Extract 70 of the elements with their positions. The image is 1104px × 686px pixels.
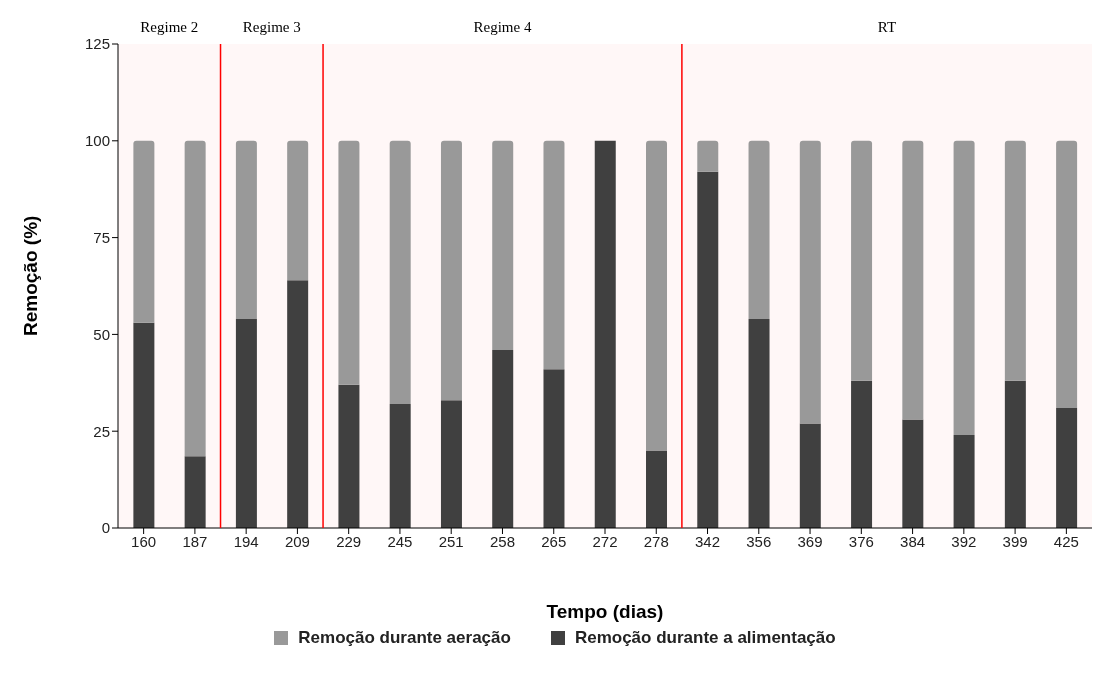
y-tick-label: 0: [101, 519, 110, 537]
bar: [748, 318, 770, 528]
y-tick-label: 100: [84, 132, 110, 150]
x-tick-label: 356: [746, 532, 772, 550]
bar: [1004, 140, 1026, 381]
x-tick-label: 384: [900, 532, 926, 550]
bar: [235, 318, 257, 528]
bar: [646, 140, 668, 451]
band-label: Regime 3: [242, 19, 301, 35]
bar: [235, 140, 257, 319]
band-label: RT: [877, 19, 897, 35]
bar: [697, 171, 719, 528]
y-tick-label: 75: [93, 228, 110, 246]
bar: [646, 450, 668, 528]
bar: [389, 404, 411, 528]
bar: [851, 380, 873, 528]
y-axis-title: Remoção (%): [19, 215, 41, 336]
bar: [440, 400, 462, 528]
band-label: Regime 2: [140, 19, 199, 35]
x-tick-label: 251: [438, 532, 464, 550]
legend-label: Remoção durante aeração: [297, 628, 511, 648]
bar: [543, 140, 565, 370]
bar: [133, 322, 155, 528]
x-tick-label: 369: [797, 532, 823, 550]
bar: [902, 419, 924, 528]
bar: [440, 140, 462, 401]
bar: [851, 140, 873, 381]
bar: [799, 423, 821, 528]
x-tick-label: 278: [643, 532, 669, 550]
bar: [184, 140, 206, 457]
bar: [287, 140, 309, 281]
x-tick-label: 399: [1002, 532, 1028, 550]
bar: [953, 140, 975, 436]
bar: [1056, 407, 1078, 528]
bar: [133, 140, 155, 323]
legend-label: Remoção durante a alimentação: [573, 628, 836, 648]
bar: [953, 435, 975, 528]
bar: [594, 140, 616, 528]
bar: [1056, 140, 1078, 408]
bar: [184, 456, 206, 528]
bar: [902, 140, 924, 420]
bar: [799, 140, 821, 424]
x-tick-label: 160: [131, 532, 157, 550]
y-tick-label: 25: [93, 422, 110, 440]
x-tick-label: 245: [387, 532, 413, 550]
bar: [338, 140, 360, 385]
x-tick-label: 229: [336, 532, 362, 550]
bar: [338, 384, 360, 528]
x-tick-label: 272: [592, 532, 618, 550]
bar: [1004, 380, 1026, 528]
band-label: Regime 4: [473, 19, 532, 35]
x-tick-label: 376: [848, 532, 874, 550]
bar: [492, 140, 514, 350]
x-tick-label: 392: [951, 532, 977, 550]
x-tick-label: 187: [182, 532, 208, 550]
bar: [492, 349, 514, 528]
bar: [543, 369, 565, 528]
bar: [389, 140, 411, 405]
bar: [287, 280, 309, 528]
x-axis-title: Tempo (dias): [546, 601, 664, 622]
x-tick-label: 258: [489, 532, 515, 550]
y-tick-label: 50: [93, 325, 110, 343]
x-tick-label: 265: [541, 532, 567, 550]
bar: [697, 140, 719, 172]
bar: [748, 140, 770, 319]
x-tick-label: 194: [233, 532, 259, 550]
x-tick-label: 342: [695, 532, 721, 550]
x-tick-label: 425: [1053, 532, 1079, 550]
x-tick-label: 209: [284, 532, 310, 550]
y-tick-label: 125: [84, 35, 110, 53]
